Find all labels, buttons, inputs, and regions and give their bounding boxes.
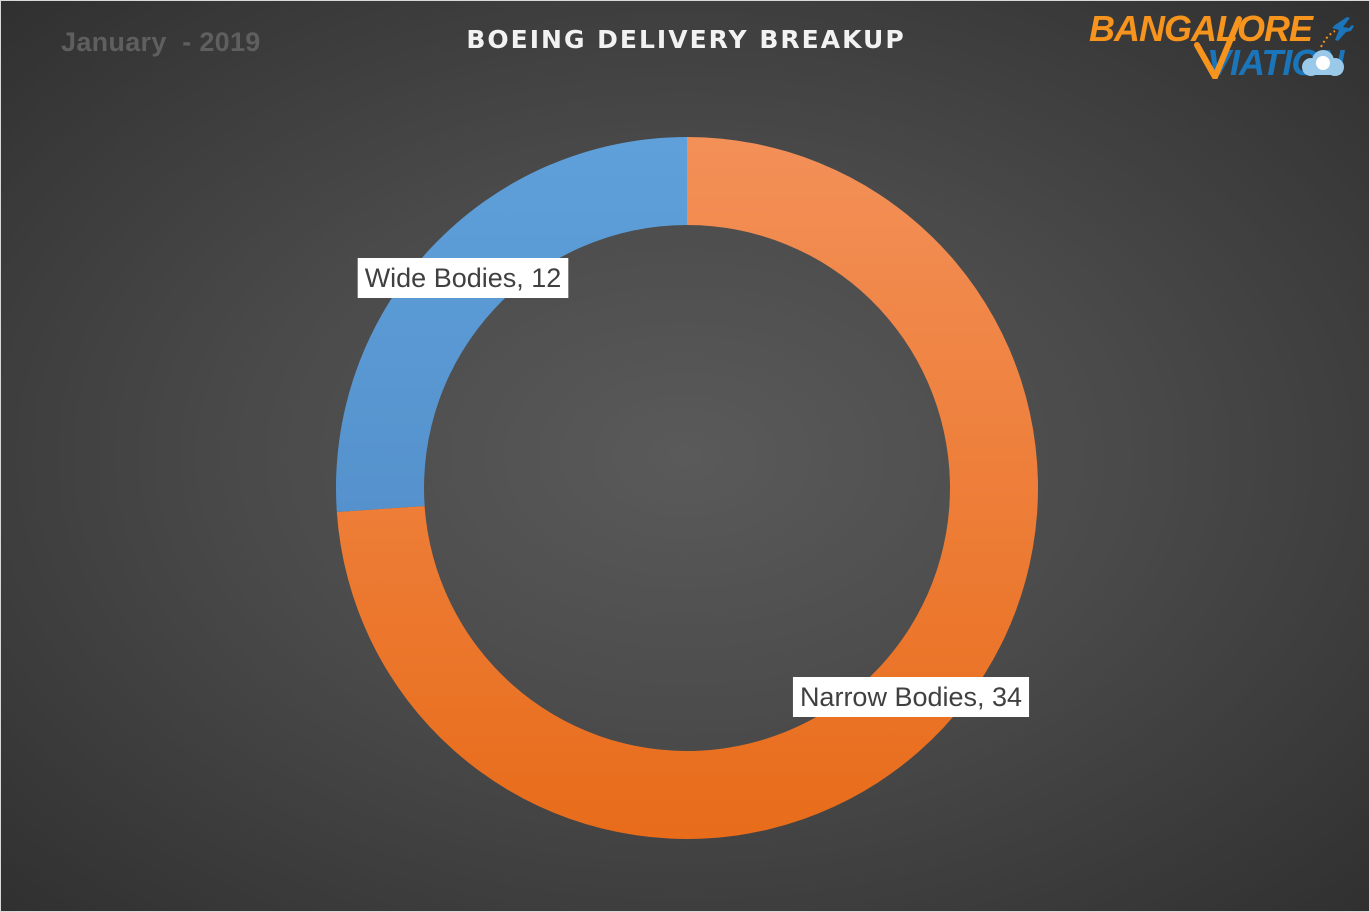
data-label-narrow-bodies: Narrow Bodies, 34	[792, 677, 1030, 717]
bangalore-aviation-logo: BANGALORE VIATION	[1089, 5, 1361, 79]
svg-text:Narrow Bodies, 34: Narrow Bodies, 34	[800, 682, 1022, 712]
data-label-wide-bodies: Wide Bodies, 12	[357, 258, 569, 298]
svg-text:BANGALORE: BANGALORE	[1089, 8, 1314, 49]
svg-text:Wide Bodies, 12: Wide Bodies, 12	[365, 263, 562, 293]
chart-title: BOEING DELIVERY BREAKUP	[466, 25, 906, 54]
slice-wide-bodies	[336, 137, 687, 512]
chart-subtitle: January - 2019	[61, 27, 261, 57]
